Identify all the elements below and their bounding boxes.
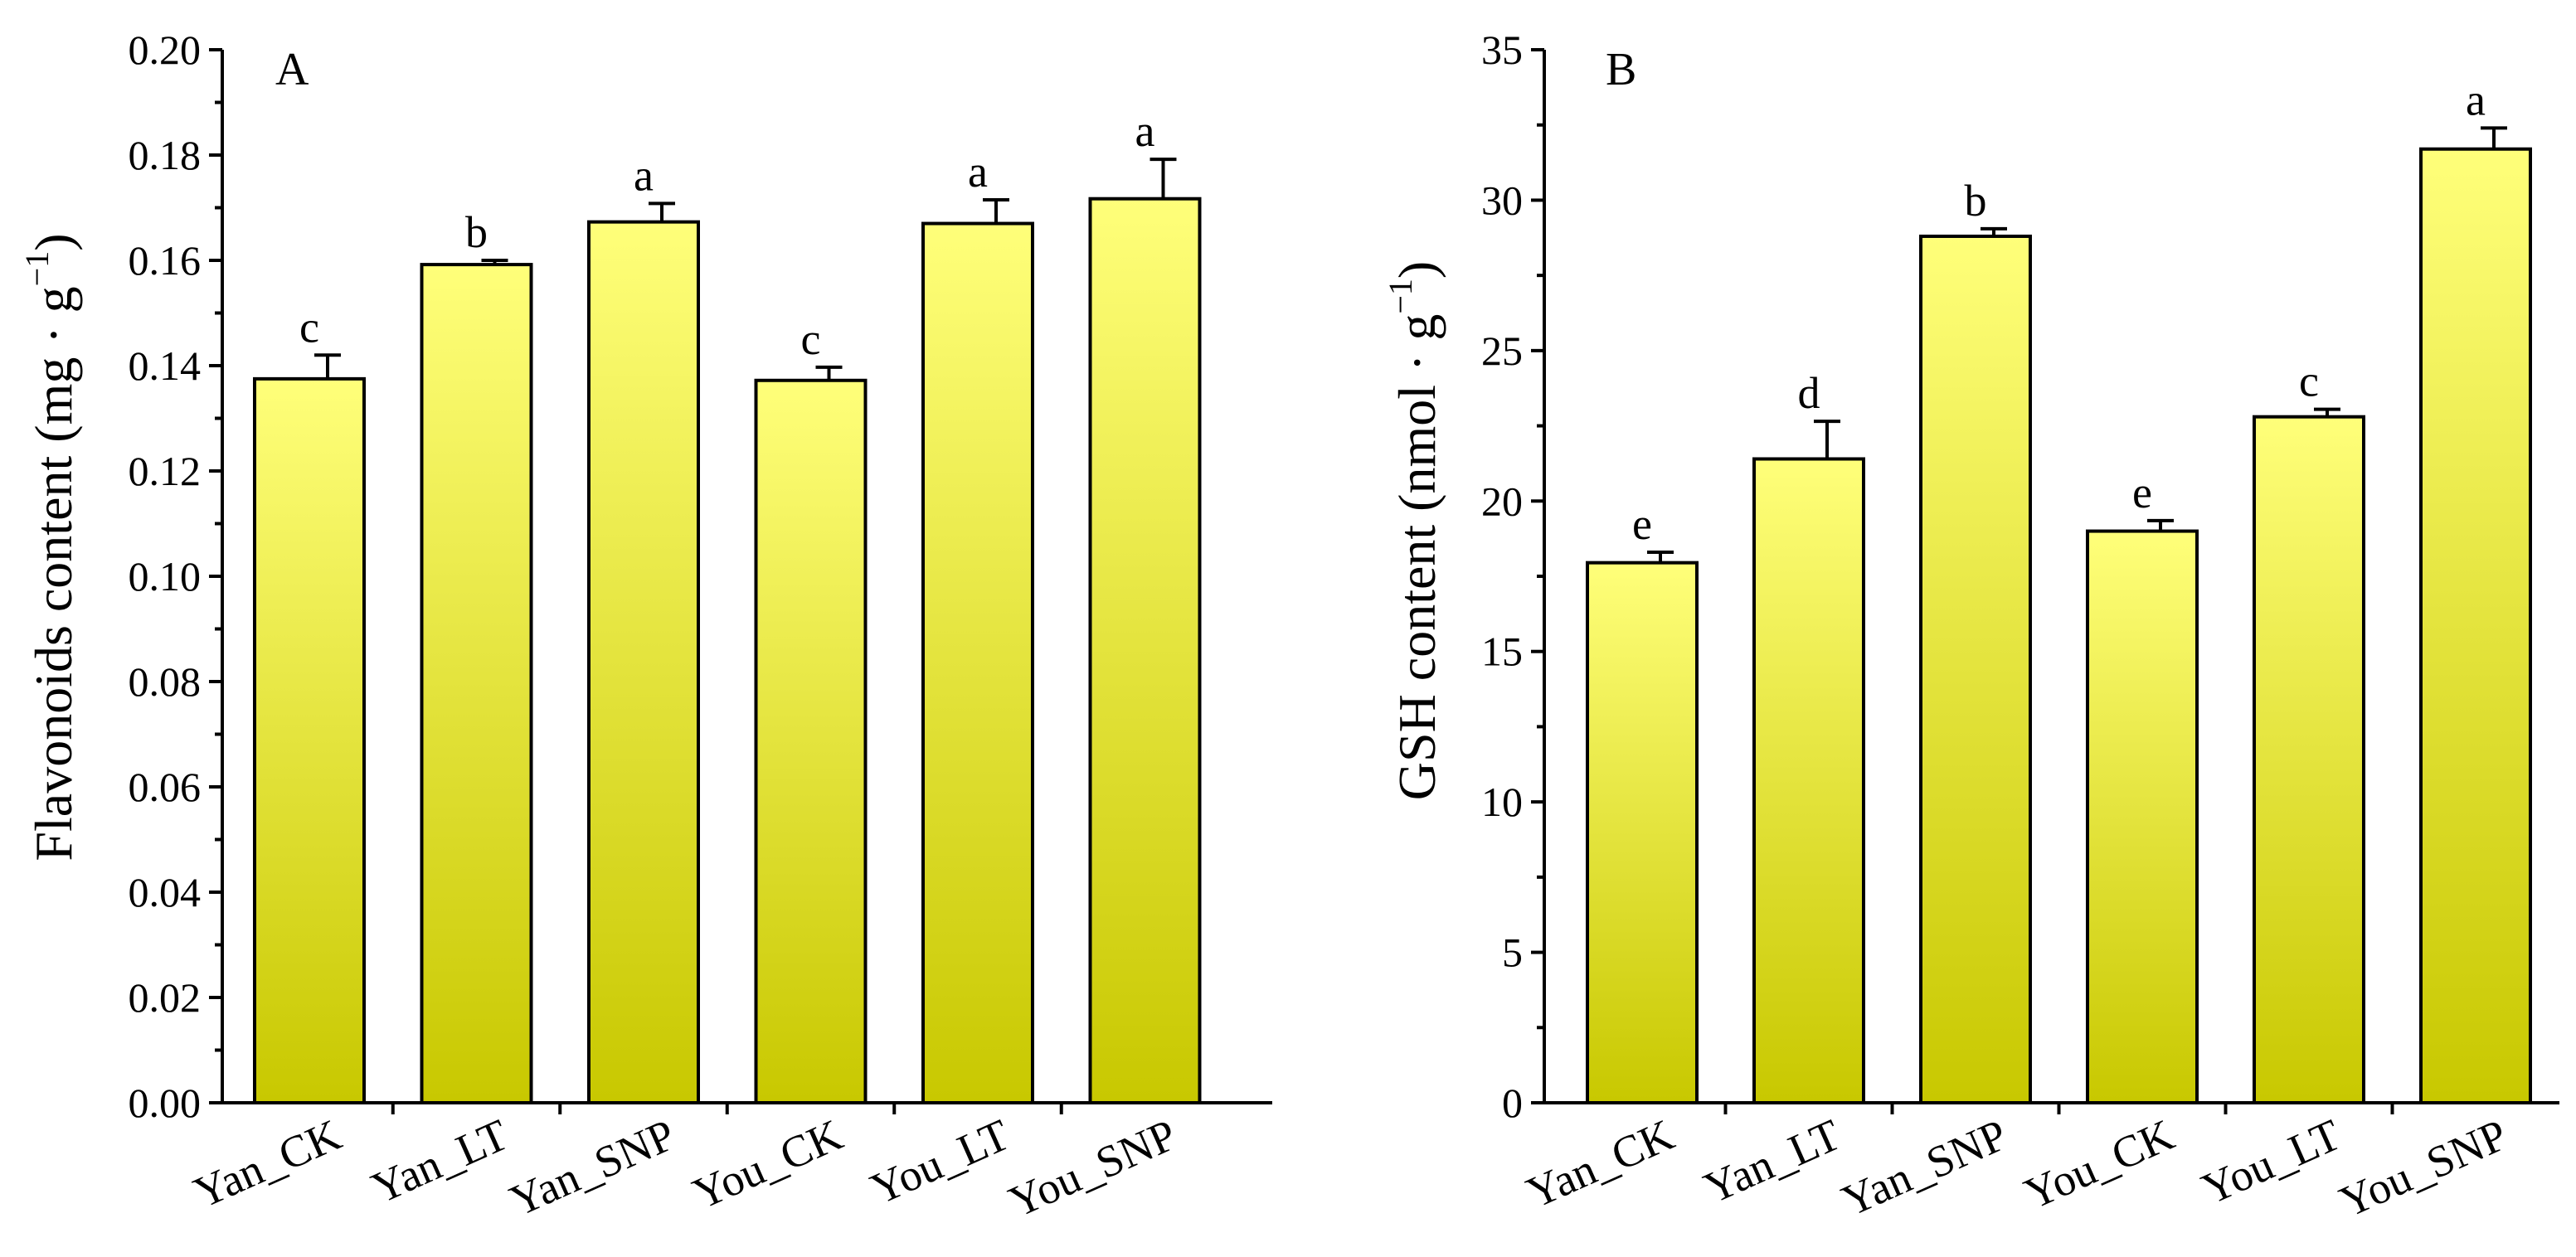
error-bar-you-snp xyxy=(2481,126,2507,149)
significance-label: a xyxy=(1135,106,1155,156)
y-tick-label: 35 xyxy=(1481,27,1523,73)
y-tick-label: 0 xyxy=(1502,1080,1523,1126)
bar-yan-snp xyxy=(587,220,700,1104)
y-tick-label: 0.04 xyxy=(129,869,202,915)
bar-you-snp xyxy=(2419,147,2532,1105)
x-tick-label: Yan_LT xyxy=(1697,1109,1848,1213)
y-tick-label: 0.06 xyxy=(129,764,202,810)
x-tick-label: You_CK xyxy=(686,1109,850,1219)
significance-label: e xyxy=(1632,499,1652,549)
y-tick-label: 0.18 xyxy=(129,132,202,178)
bar-you-ck xyxy=(754,378,868,1104)
x-tick-label: You_SNP xyxy=(1002,1109,1184,1227)
bar-you-lt xyxy=(2253,415,2365,1104)
panel-label-a: A xyxy=(275,44,309,95)
significance-label: c xyxy=(299,302,319,352)
bar-yan-lt xyxy=(1752,457,1865,1104)
error-bar-yan-ck xyxy=(1647,550,1674,563)
error-bar-you-ck xyxy=(2147,518,2174,531)
x-tick-label: You_LT xyxy=(2194,1109,2348,1214)
x-tick-label: You_SNP xyxy=(2332,1109,2515,1227)
error-bar-yan-ck xyxy=(314,353,341,379)
bar-yan-snp xyxy=(1919,234,2032,1104)
significance-label: c xyxy=(801,314,821,364)
error-bar-you-ck xyxy=(815,365,843,381)
bar-you-ck xyxy=(2086,529,2199,1104)
bar-yan-ck xyxy=(253,376,366,1104)
significance-label: a xyxy=(968,147,988,197)
y-tick-label: 0.12 xyxy=(129,448,202,494)
y-tick-label: 0.20 xyxy=(129,27,202,73)
x-tick-label: Yan_SNP xyxy=(1835,1109,2015,1225)
x-tick-label: Yan_CK xyxy=(187,1109,348,1218)
error-bar-yan-lt xyxy=(1814,420,1840,459)
y-tick-label: 10 xyxy=(1481,779,1523,825)
x-tick-label: You_LT xyxy=(863,1109,1017,1214)
error-bar-you-snp xyxy=(1149,158,1177,199)
chart-panel-b: e Yan_CK d Yan_LT b Yan_SNP e You_CK c You_LT a You… xyxy=(1382,27,2559,1227)
x-tick-label: Yan_LT xyxy=(364,1109,515,1213)
significance-label: a xyxy=(2466,75,2486,124)
significance-label: d xyxy=(1798,368,1820,418)
significance-label: e xyxy=(2132,468,2152,517)
y-tick-label: 20 xyxy=(1481,478,1523,524)
x-tick-label: Yan_SNP xyxy=(503,1109,683,1225)
y-tick-label: 15 xyxy=(1481,628,1523,675)
y-tick-label: 0.02 xyxy=(129,974,202,1021)
y-axis-title-b: GSH content (nmol · g−1) xyxy=(1382,261,1446,800)
error-bar-yan-lt xyxy=(481,259,508,265)
y-tick-label: 0.10 xyxy=(129,553,202,599)
x-tick-label: You_CK xyxy=(2017,1109,2181,1219)
significance-label: b xyxy=(465,207,488,257)
chart-panel-a: c Yan_CK b Yan_LT a Yan_SNP c You_CK a You_LT a You… xyxy=(18,27,1272,1227)
y-tick-label: 0.08 xyxy=(129,658,202,705)
y-tick-label: 0.00 xyxy=(129,1080,202,1126)
panel-label-b: B xyxy=(1606,44,1636,95)
significance-label: b xyxy=(1965,176,1987,226)
significance-label: a xyxy=(634,150,654,200)
bar-you-snp xyxy=(1088,197,1202,1105)
y-tick-label: 30 xyxy=(1481,177,1523,223)
bar-yan-ck xyxy=(1586,561,1699,1104)
y-tick-label: 0.16 xyxy=(129,237,202,284)
error-bar-you-lt xyxy=(2314,407,2340,417)
y-tick-label: 5 xyxy=(1502,929,1523,976)
y-tick-label: 25 xyxy=(1481,328,1523,374)
error-bar-yan-snp xyxy=(649,201,675,222)
x-tick-label: Yan_CK xyxy=(1519,1109,1681,1218)
y-tick-label: 0.14 xyxy=(129,342,202,389)
error-bar-you-lt xyxy=(983,197,1009,224)
significance-label: c xyxy=(2299,357,2319,406)
y-axis-title-a: Flavonoids content (mg · g−1) xyxy=(18,233,83,861)
error-bar-yan-snp xyxy=(1981,226,2007,236)
bar-you-lt xyxy=(921,221,1034,1104)
bar-yan-lt xyxy=(420,263,533,1104)
